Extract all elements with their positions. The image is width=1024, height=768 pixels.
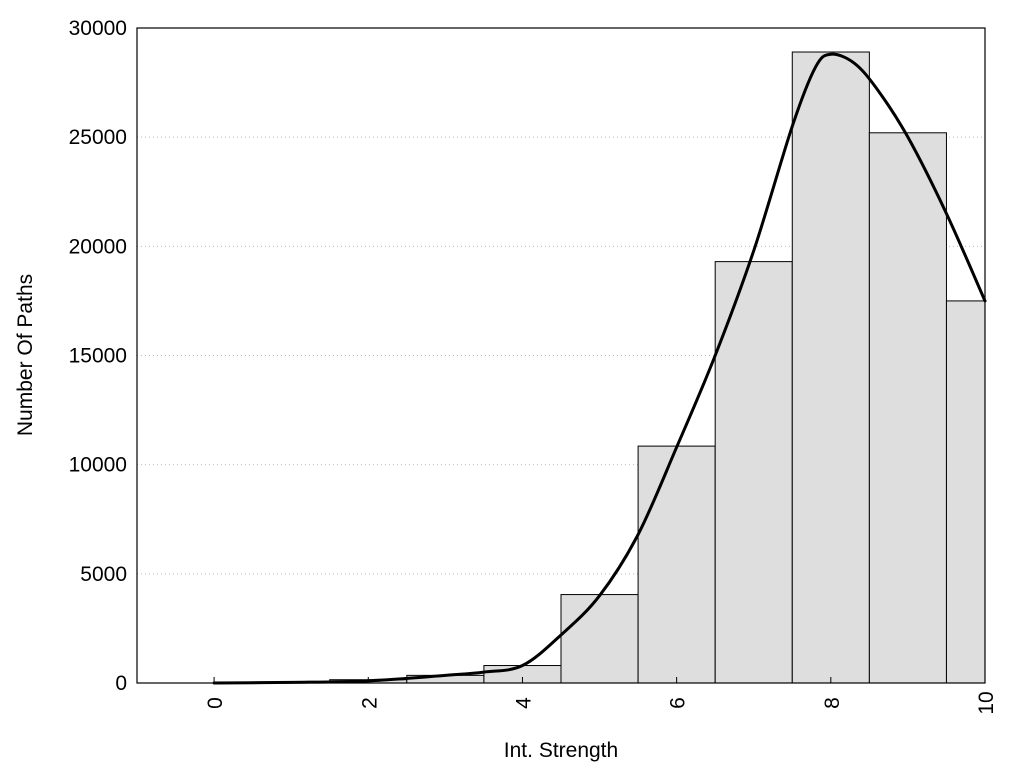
x-axis-title: Int. Strength <box>504 739 618 762</box>
y-tick-label: 0 <box>115 672 127 695</box>
histogram-bar <box>945 300 986 684</box>
x-tick-label: 8 <box>821 697 844 709</box>
x-tick-label: 10 <box>975 691 998 714</box>
plot-frame <box>136 27 986 684</box>
y-tick-label: 20000 <box>69 235 127 258</box>
histogram-bar <box>560 594 639 684</box>
y-tick-label: 10000 <box>69 454 127 477</box>
histogram-bar <box>637 445 716 684</box>
x-tick-label: 4 <box>512 697 535 709</box>
y-tick-label: 15000 <box>69 345 127 368</box>
density-curve <box>212 52 987 685</box>
x-tick-label: 2 <box>358 697 381 709</box>
x-tick-label: 6 <box>667 697 690 709</box>
histogram-bar <box>868 132 947 684</box>
grid-lines <box>137 136 985 575</box>
histogram-bar <box>714 261 793 684</box>
histogram-bars <box>213 51 986 684</box>
y-axis-title: Number Of Paths <box>14 274 37 436</box>
x-tick-label: 0 <box>204 697 227 709</box>
y-tick-label: 25000 <box>69 126 127 149</box>
histogram-bar <box>791 51 870 684</box>
y-axis: 0 5000 10000 15000 20000 25000 30000 <box>69 17 127 695</box>
y-tick-label: 5000 <box>80 563 127 586</box>
density-curve-line <box>212 52 987 685</box>
x-axis: 0 2 4 6 8 10 <box>204 677 998 715</box>
y-tick-label: 30000 <box>69 17 127 40</box>
